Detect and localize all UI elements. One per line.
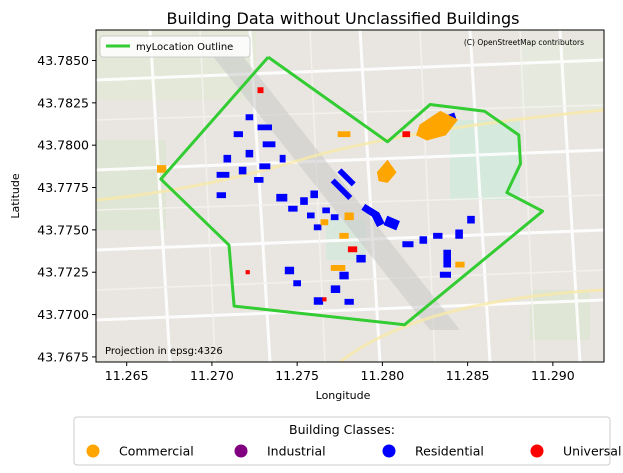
x-axis: 11.265 11.270 11.275 11.280 11.285 11.290 bbox=[105, 362, 575, 383]
building-commercial-44 bbox=[320, 219, 329, 226]
building-residential-18 bbox=[330, 178, 353, 200]
outline-layer bbox=[159, 55, 545, 327]
x-tick-label: 11.265 bbox=[105, 368, 149, 383]
building-residential-21 bbox=[313, 224, 322, 231]
y-axis-label: Latitude bbox=[9, 173, 22, 219]
building-residential-12 bbox=[276, 193, 288, 202]
y-axis: 43.7675 43.7700 43.7725 43.7750 43.7775 43.78… bbox=[37, 53, 96, 364]
building-commercial-47 bbox=[156, 165, 167, 173]
map-attribution: (C) OpenStreetMap contributors bbox=[464, 38, 584, 47]
building-residential-15 bbox=[310, 190, 319, 199]
building-universal-50 bbox=[402, 131, 411, 138]
x-tick-label: 11.285 bbox=[446, 368, 490, 383]
building-residential-4 bbox=[245, 149, 254, 158]
building-residential-1 bbox=[257, 124, 273, 131]
plot-frame bbox=[95, 29, 605, 363]
projection-note: Projection in epsg:4326 bbox=[105, 346, 223, 357]
building-residential-28 bbox=[293, 280, 302, 287]
building-universal-49 bbox=[347, 246, 358, 253]
building-residential-35 bbox=[455, 229, 463, 239]
y-tick-label: 43.7800 bbox=[37, 138, 89, 153]
building-residential-29 bbox=[361, 203, 385, 228]
class-legend-title: Building Classes: bbox=[289, 422, 395, 437]
building-residential-36 bbox=[467, 215, 475, 224]
building-commercial-46 bbox=[455, 261, 465, 268]
building-residential-0 bbox=[245, 114, 254, 121]
building-residential-32 bbox=[419, 236, 428, 244]
legend-label-residential: Residential bbox=[415, 444, 484, 459]
y-tick-label: 43.7700 bbox=[37, 307, 89, 322]
y-tick-label: 43.7725 bbox=[37, 265, 89, 280]
y-tick-label: 43.7850 bbox=[37, 53, 89, 68]
building-residential-14 bbox=[288, 205, 298, 212]
x-tick-label: 11.290 bbox=[531, 368, 575, 383]
legend-label-universal: Universal bbox=[563, 444, 621, 459]
chart-title: Building Data without Unclassified Build… bbox=[167, 9, 520, 28]
legend-marker-commercial bbox=[86, 444, 100, 458]
building-residential-30 bbox=[383, 215, 400, 231]
legend-marker-residential bbox=[382, 444, 396, 458]
building-residential-3 bbox=[262, 141, 276, 148]
building-layer bbox=[156, 87, 475, 305]
y-tick-label: 43.7825 bbox=[37, 95, 89, 110]
building-residential-20 bbox=[330, 214, 339, 221]
building-residential-24 bbox=[330, 285, 341, 294]
building-commercial-42 bbox=[344, 212, 354, 221]
building-residential-6 bbox=[259, 163, 271, 170]
y-tick-label: 43.7675 bbox=[37, 349, 89, 364]
x-axis-label: Longitude bbox=[316, 389, 371, 402]
building-residential-2 bbox=[233, 131, 244, 138]
building-residential-19 bbox=[337, 168, 356, 187]
location-outline bbox=[159, 55, 545, 327]
building-residential-23 bbox=[339, 271, 349, 280]
building-residential-5 bbox=[223, 154, 232, 163]
x-tick-label: 11.280 bbox=[361, 368, 405, 383]
x-tick-label: 11.275 bbox=[275, 368, 319, 383]
legend-label-industrial: Industrial bbox=[267, 444, 326, 459]
building-residential-33 bbox=[433, 232, 443, 239]
building-commercial-39 bbox=[416, 110, 459, 141]
building-commercial-40 bbox=[376, 159, 397, 183]
building-residential-37 bbox=[439, 271, 452, 278]
building-residential-34 bbox=[443, 249, 452, 268]
building-residential-8 bbox=[238, 166, 247, 175]
building-residential-17 bbox=[306, 212, 315, 219]
legend-marker-universal bbox=[530, 444, 544, 458]
building-residential-22 bbox=[356, 254, 366, 263]
building-residential-16 bbox=[322, 207, 330, 214]
building-residential-11 bbox=[216, 192, 227, 199]
building-universal-48 bbox=[257, 87, 264, 94]
legend-marker-industrial bbox=[234, 444, 248, 458]
building-residential-9 bbox=[254, 176, 264, 183]
building-commercial-43 bbox=[339, 232, 349, 239]
building-commercial-45 bbox=[330, 264, 346, 271]
building-residential-27 bbox=[284, 266, 295, 275]
building-residential-25 bbox=[313, 297, 324, 305]
building-universal-51 bbox=[245, 270, 250, 275]
building-commercial-41 bbox=[337, 131, 351, 138]
building-residential-26 bbox=[344, 298, 354, 305]
x-tick-label: 11.270 bbox=[190, 368, 234, 383]
legend-label-commercial: Commercial bbox=[119, 444, 194, 459]
building-residential-10 bbox=[279, 154, 286, 163]
building-residential-13 bbox=[300, 197, 308, 205]
y-tick-label: 43.7775 bbox=[37, 180, 89, 195]
building-residential-7 bbox=[216, 171, 230, 178]
y-tick-label: 43.7750 bbox=[37, 222, 89, 237]
class-legend: Building Classes: Commercial Industrial Re… bbox=[73, 416, 621, 466]
outline-legend: myLocation Outline bbox=[99, 35, 251, 58]
building-residential-31 bbox=[402, 241, 414, 248]
outline-legend-label: myLocation Outline bbox=[136, 42, 233, 53]
building-universal-52 bbox=[322, 297, 327, 302]
